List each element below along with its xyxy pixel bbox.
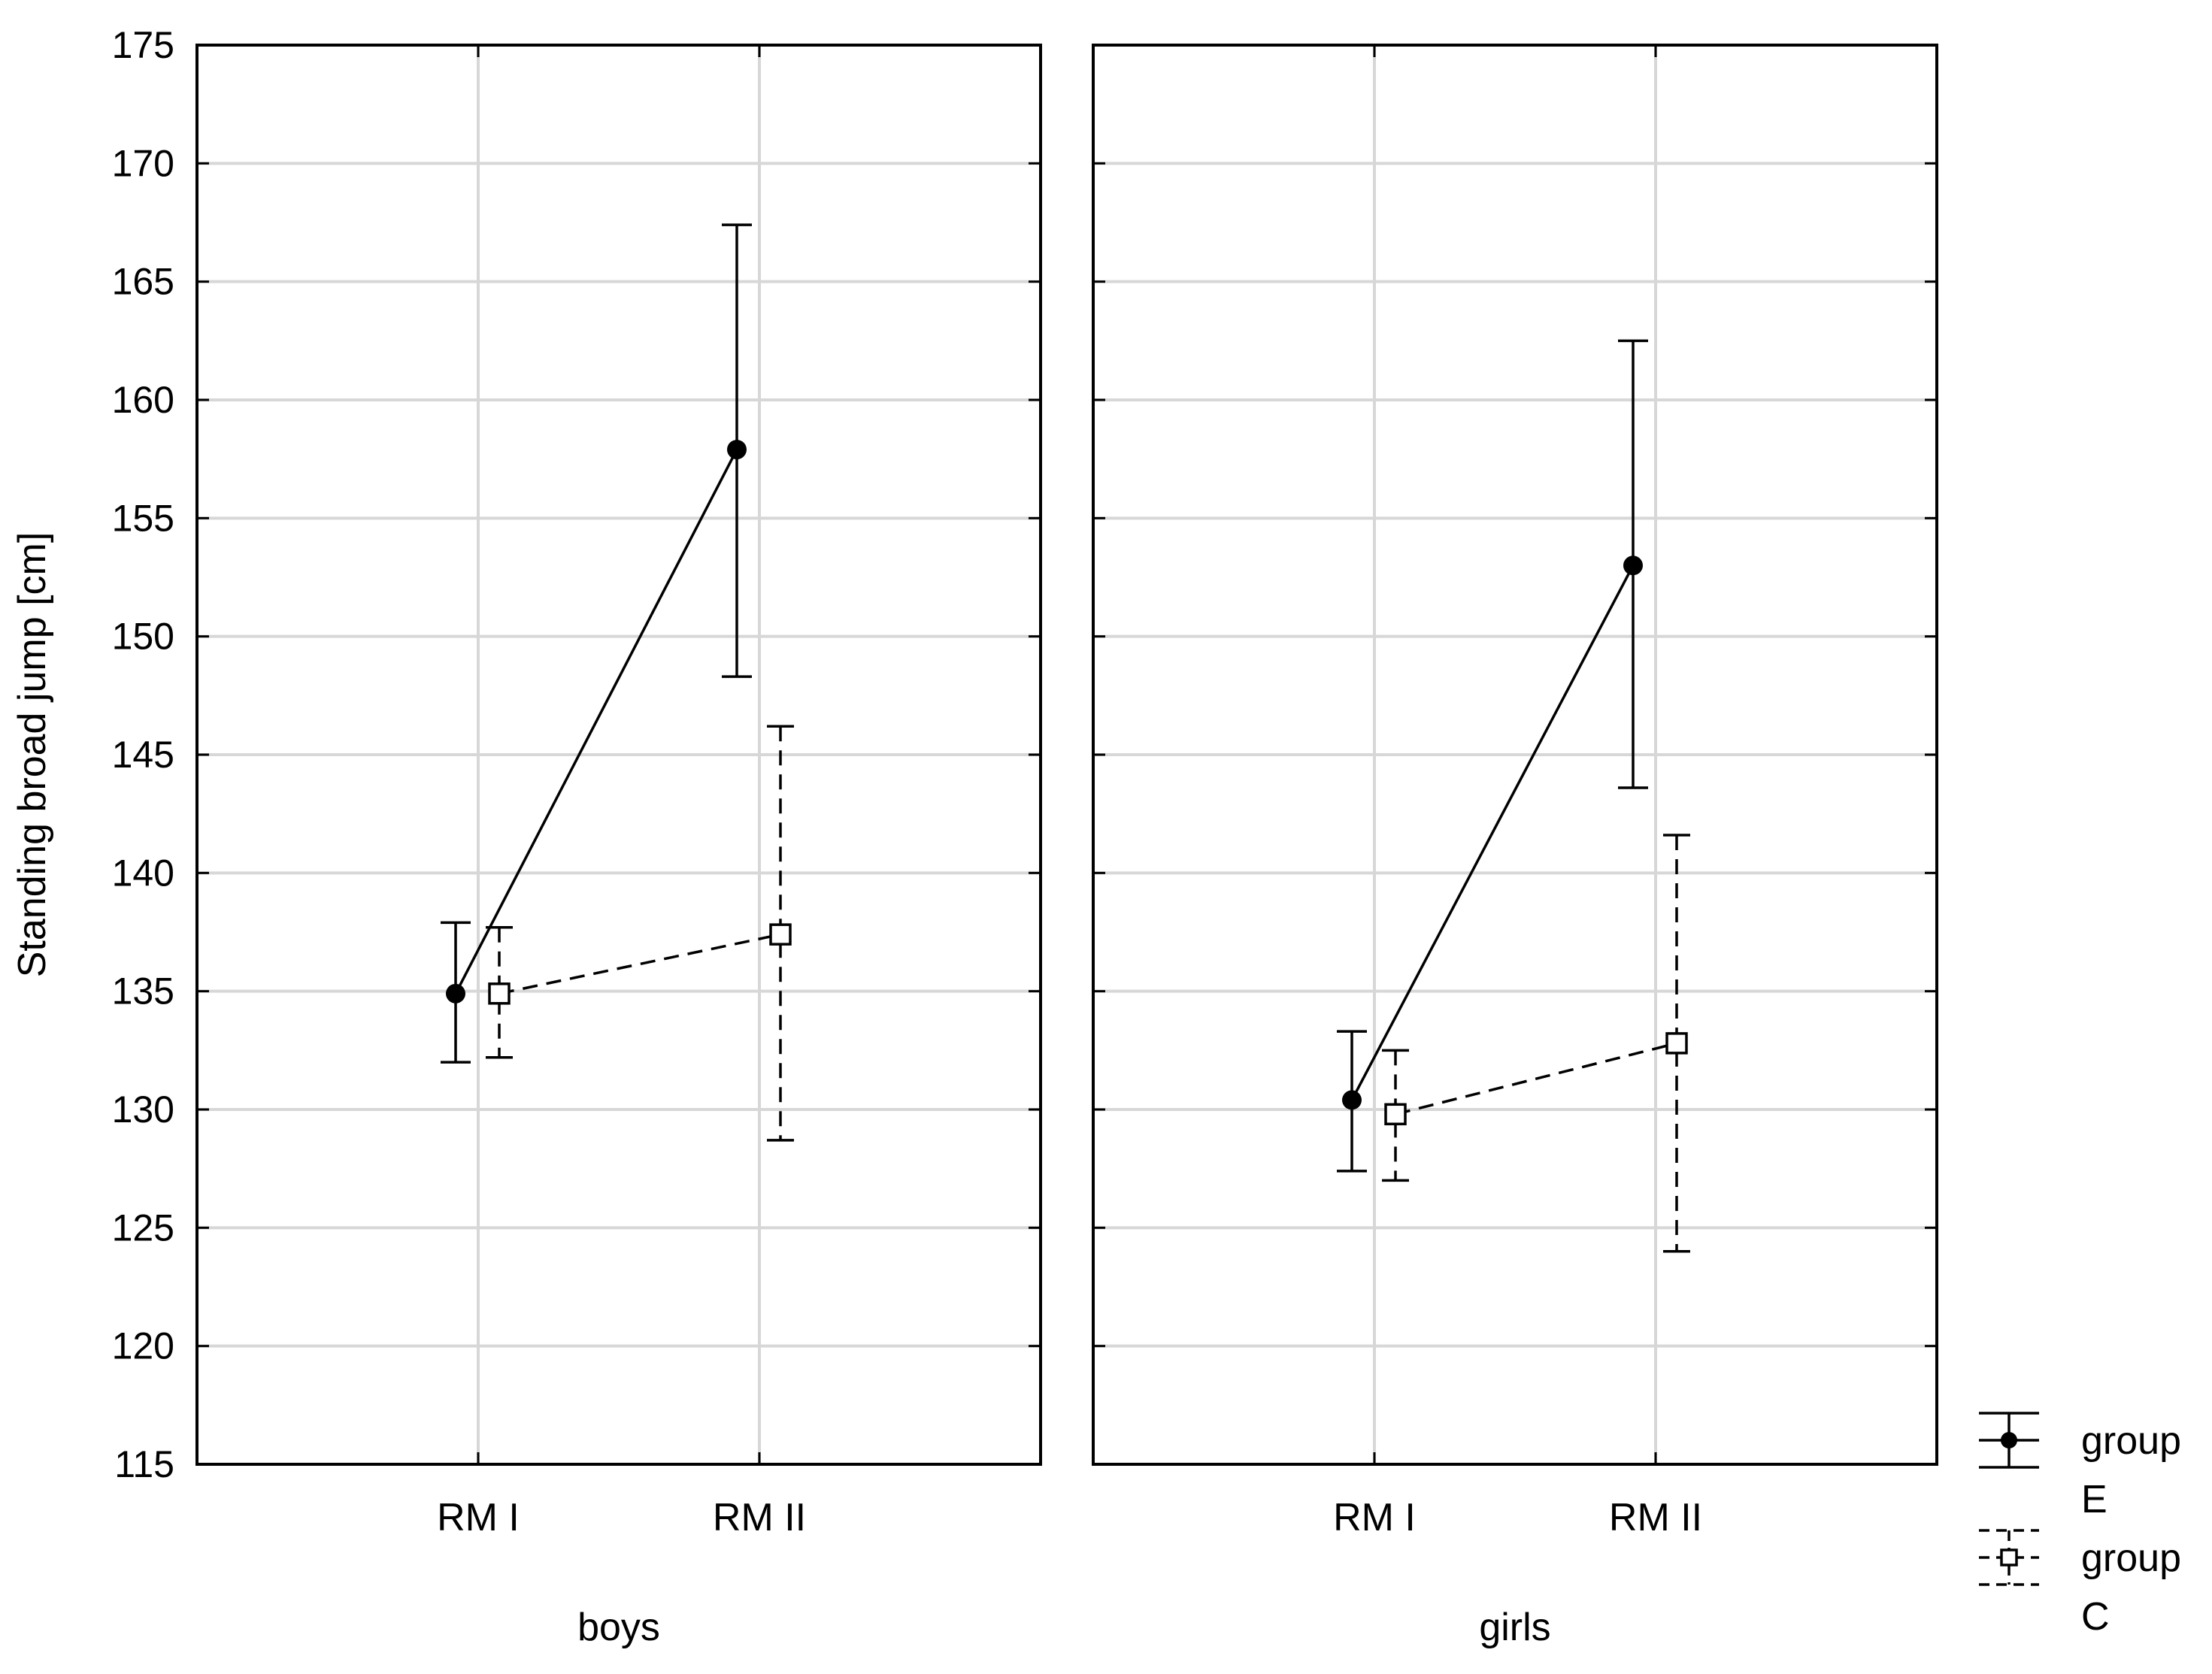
x-tick-label: RM I xyxy=(437,1496,520,1539)
y-tick-label: 150 xyxy=(112,616,174,658)
panel-label-boys: boys xyxy=(577,1606,660,1649)
legend-label: C xyxy=(2081,1595,2110,1639)
y-tick-label: 175 xyxy=(112,24,174,66)
legend-marker-circle xyxy=(2001,1432,2017,1448)
data-point-group-c xyxy=(769,923,792,946)
y-tick-label: 120 xyxy=(112,1325,174,1367)
x-tick-label: RM I xyxy=(1333,1496,1416,1539)
legend-item-group-c: group C xyxy=(1979,1529,2181,1639)
y-tick-label: 155 xyxy=(112,497,174,539)
legend-marker-square xyxy=(2000,1548,2018,1567)
series-line-group-c xyxy=(1395,1042,1677,1115)
legend-label: group xyxy=(2081,1536,2181,1580)
y-tick-label: 135 xyxy=(112,970,174,1013)
data-layer xyxy=(441,223,1690,1253)
series-line-group-e xyxy=(454,449,738,994)
data-point-group-c xyxy=(1384,1103,1407,1126)
legend-label: E xyxy=(2081,1478,2107,1521)
data-point-group-c xyxy=(1665,1032,1688,1055)
y-tick-label: 140 xyxy=(112,852,174,894)
x-tick-label: RM II xyxy=(713,1496,806,1539)
panel-frame-boys xyxy=(195,44,1042,1466)
series-line-group-c xyxy=(498,933,781,995)
data-point-group-e xyxy=(727,440,747,460)
legend-item-group-e: group E xyxy=(1979,1412,2181,1521)
panel-frame-girls xyxy=(1092,44,1938,1466)
y-tick-label: 130 xyxy=(112,1088,174,1131)
panel-label-girls: girls xyxy=(1479,1606,1550,1649)
series-line-group-e xyxy=(1350,565,1635,1101)
label-layer: Standing broad jump [cm] 115 120 125 130 135 1… xyxy=(11,24,1702,1649)
y-tick-label: 115 xyxy=(114,1443,174,1485)
data-point-group-e xyxy=(446,983,465,1003)
data-point-group-e xyxy=(1342,1090,1362,1110)
y-tick-label: 170 xyxy=(112,142,174,184)
y-axis-title: Standing broad jump [cm] xyxy=(11,532,54,978)
frame-layer xyxy=(195,44,1938,1466)
y-tick-label: 125 xyxy=(112,1206,174,1249)
x-tick-label: RM II xyxy=(1609,1496,1702,1539)
data-point-group-c xyxy=(488,982,511,1005)
data-point-group-e xyxy=(1623,555,1643,576)
legend-label: group xyxy=(2081,1419,2181,1463)
y-tick-label: 145 xyxy=(112,734,174,776)
y-tick-label: 160 xyxy=(112,379,174,421)
y-tick-label: 165 xyxy=(112,261,174,303)
